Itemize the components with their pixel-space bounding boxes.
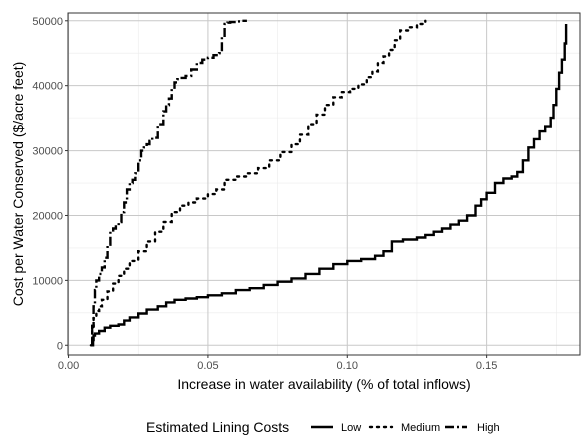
x-axis-title: Increase in water availability (% of tot… — [177, 376, 470, 392]
x-tick-label: 0.10 — [337, 360, 358, 372]
y-tick-label: 0 — [57, 340, 63, 352]
series-line-medium — [89, 19, 427, 347]
series-layer — [89, 19, 568, 347]
plot-panel-border — [67, 12, 581, 356]
legend-title: Estimated Lining Costs — [146, 419, 289, 435]
legend-keys: Low Medium High — [311, 422, 500, 434]
legend: Estimated Lining Costs Low Medium High — [146, 419, 500, 435]
legend-label-medium: Medium — [401, 422, 440, 434]
y-tick-label: 50000 — [32, 16, 63, 28]
y-tick-label: 20000 — [32, 210, 63, 222]
series-line-high — [90, 19, 247, 347]
y-axis-title: Cost per Water Conserved ($/acre feet) — [10, 62, 26, 307]
grid — [68, 13, 580, 355]
x-tick-label: 0.00 — [58, 360, 79, 372]
x-tick-label: 0.05 — [197, 360, 218, 372]
axis-ticks: 0.00 0.05 0.10 0.15 0 10000 20000 30000 40000 500… — [32, 16, 497, 372]
y-tick-label: 30000 — [32, 146, 63, 158]
series-line-low — [91, 24, 568, 347]
y-tick-label: 10000 — [32, 275, 63, 287]
legend-label-high: High — [477, 422, 500, 434]
x-tick-label: 0.15 — [476, 360, 497, 372]
y-tick-label: 40000 — [32, 81, 63, 93]
legend-label-low: Low — [341, 422, 361, 434]
